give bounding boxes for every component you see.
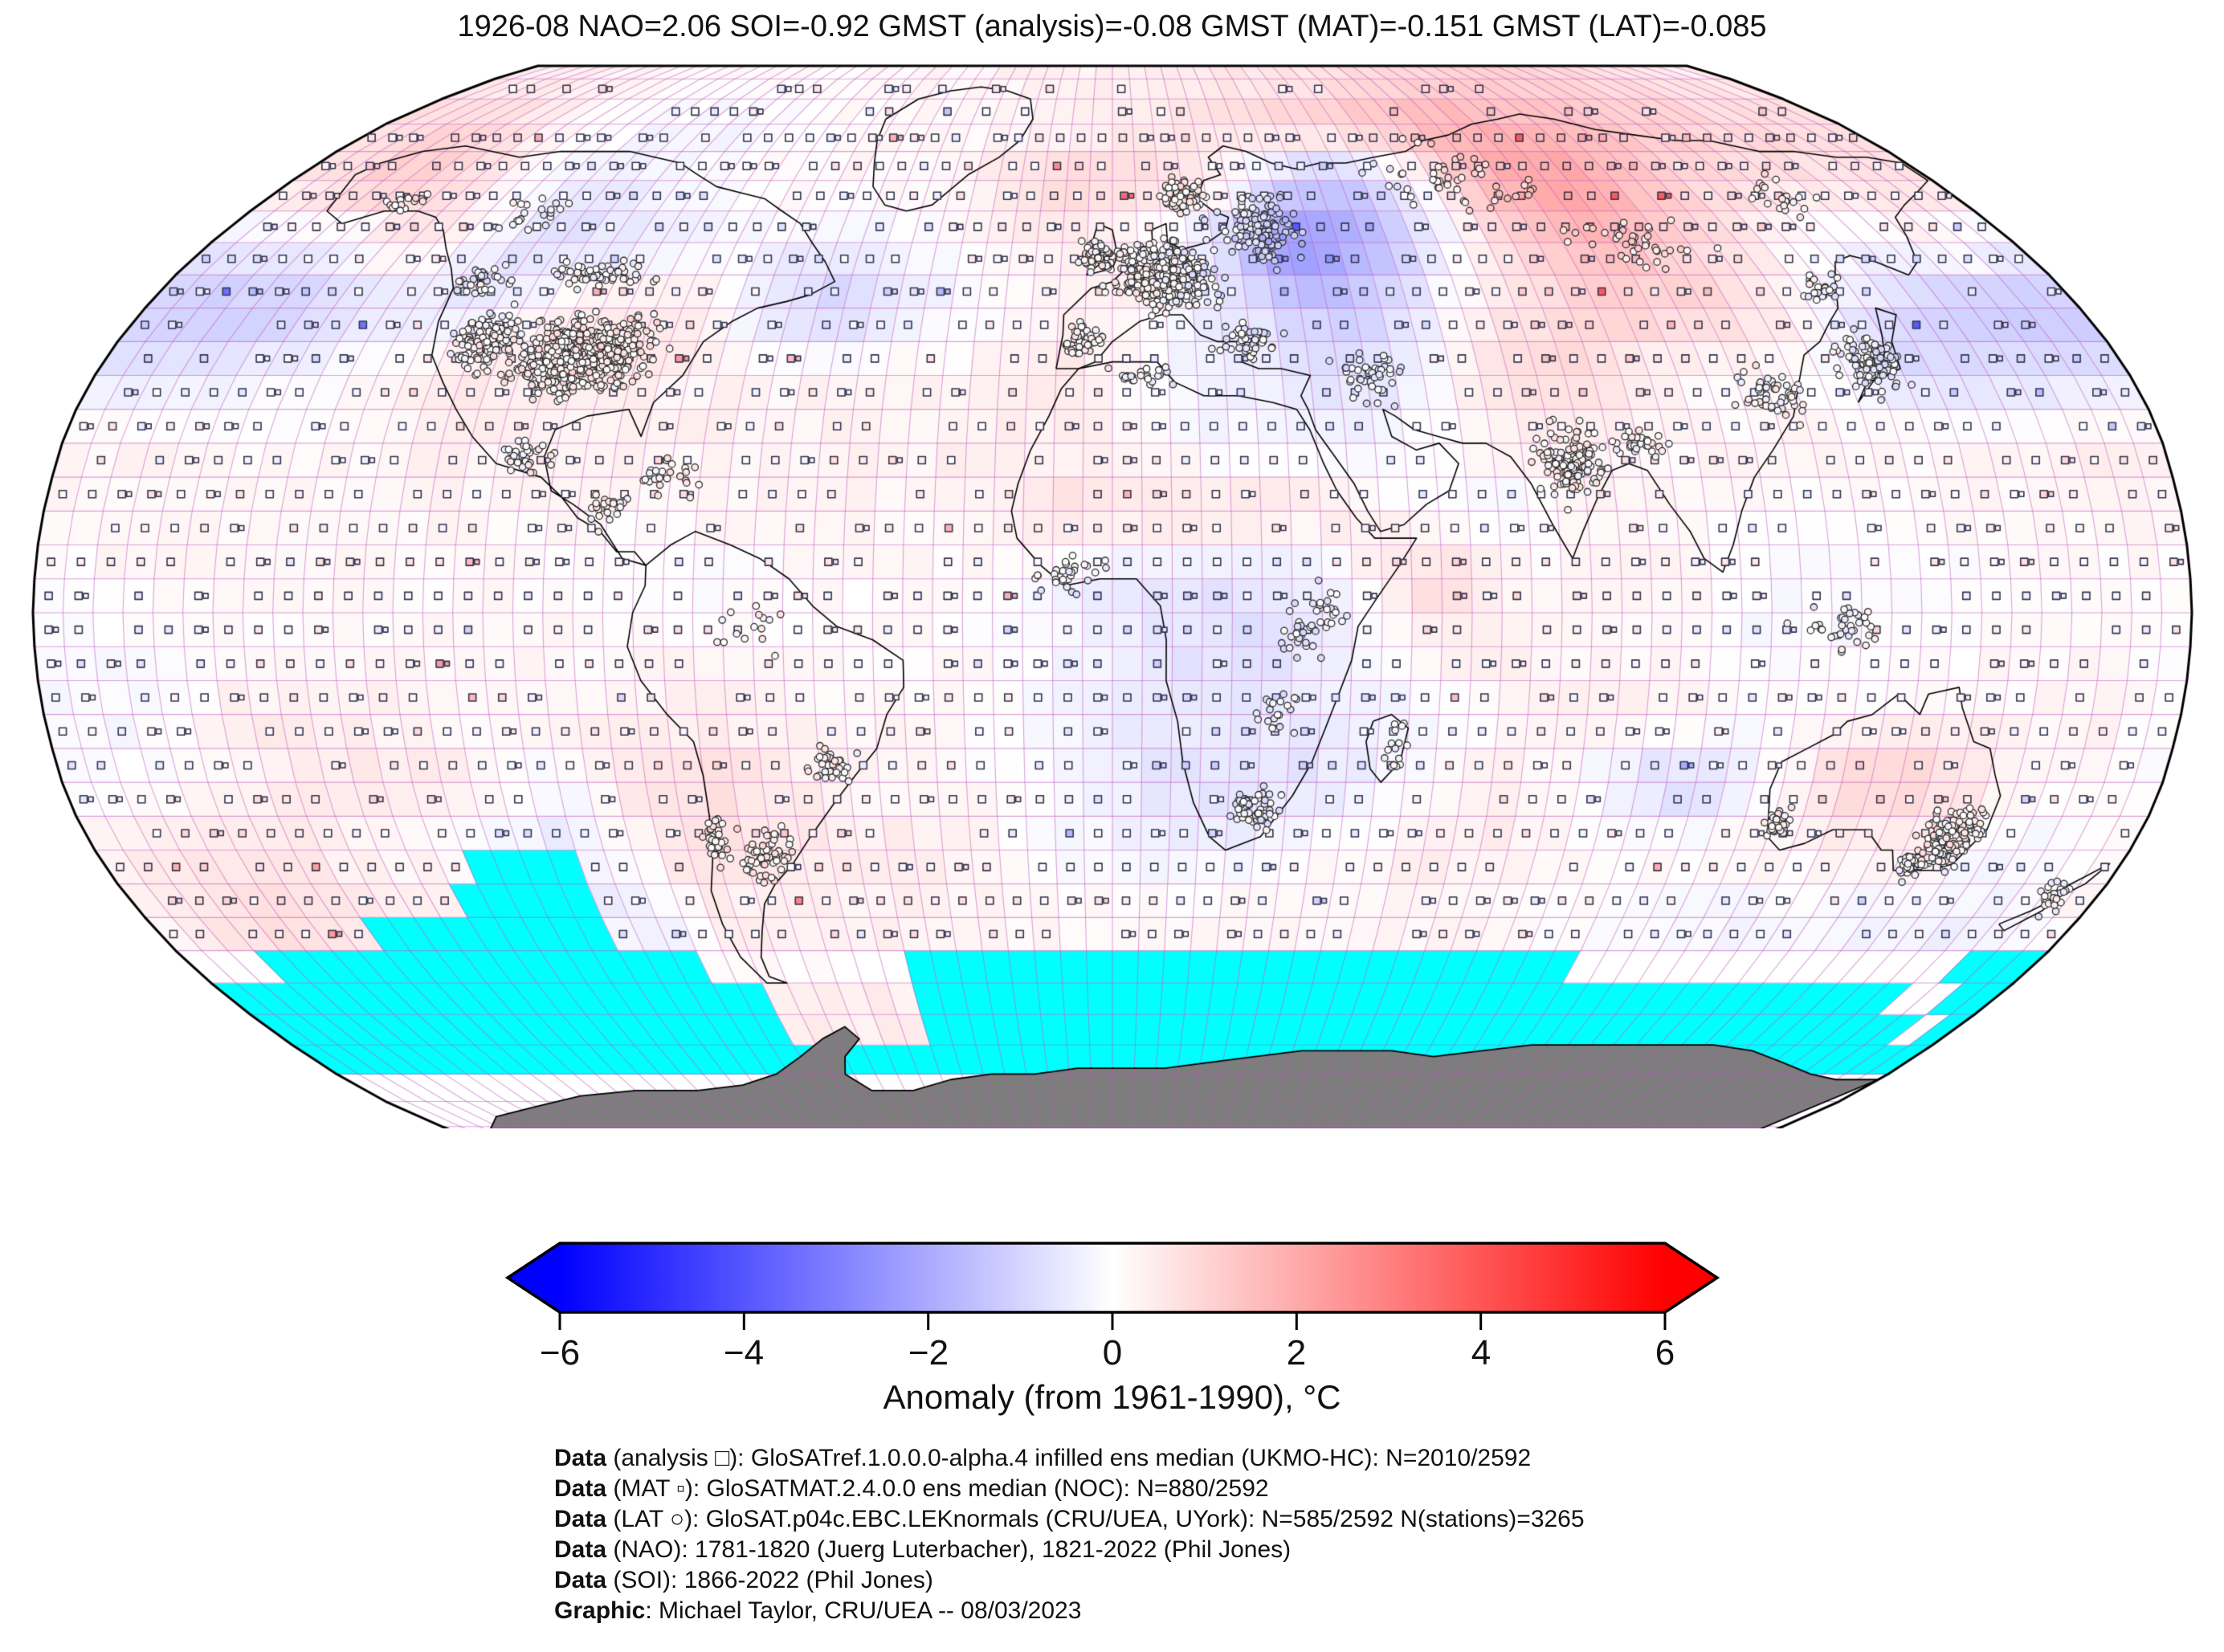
credit-line: Data (SOI): 1866-2022 (Phil Jones) (554, 1565, 1585, 1596)
credit-line: Data (LAT ○): GloSAT.p04c.EBC.LEKnormals… (554, 1504, 1585, 1535)
colorbar-tick-label: 0 (1102, 1333, 1123, 1373)
credit-prefix: Graphic (554, 1597, 646, 1624)
colorbar-ticks (558, 1312, 1667, 1330)
page-title: 1926-08 NAO=2.06 SOI=-0.92 GMST (analysi… (457, 10, 1767, 43)
credit-prefix: Data (554, 1445, 607, 1471)
credit-prefix: Data (554, 1536, 607, 1563)
credit-prefix: Data (554, 1506, 607, 1532)
credit-prefix: Data (554, 1475, 607, 1502)
credit-prefix: Data (554, 1567, 607, 1593)
credit-text: : Michael Taylor, CRU/UEA -- 08/03/2023 (645, 1597, 1082, 1624)
colorbar-tick-label: −6 (539, 1333, 581, 1373)
credit-line: Data (analysis □): GloSATref.1.0.0.0-alp… (554, 1443, 1585, 1474)
colorbar-tick-label: 6 (1655, 1333, 1675, 1373)
colorbar-tick-label: 4 (1471, 1333, 1492, 1373)
credit-text: (NAO): 1781-1820 (Juerg Luterbacher), 18… (606, 1536, 1292, 1563)
credit-line: Data (MAT ▫): GloSATMAT.2.4.0.0 ens medi… (554, 1474, 1585, 1504)
map-canvas (0, 48, 2224, 1128)
colorbar-tick-label: 2 (1286, 1333, 1307, 1373)
colorbar-gradient-bar (504, 1242, 1720, 1314)
colorbar-axis-label: Anomaly (from 1961-1990), °C (883, 1378, 1341, 1416)
colorbar-tick-label: −2 (908, 1333, 949, 1373)
credit-line: Data (NAO): 1781-1820 (Juerg Luterbacher… (554, 1535, 1585, 1565)
credit-text: (analysis □): GloSATref.1.0.0.0-alpha.4 … (606, 1445, 1532, 1471)
credit-text: (SOI): 1866-2022 (Phil Jones) (606, 1567, 933, 1593)
credit-line: Graphic: Michael Taylor, CRU/UEA -- 08/0… (554, 1596, 1585, 1626)
credits-block: Data (analysis □): GloSATref.1.0.0.0-alp… (554, 1443, 1585, 1626)
colorbar-tick-label: −4 (723, 1333, 765, 1373)
credit-text: (LAT ○): GloSAT.p04c.EBC.LEKnormals (CRU… (606, 1506, 1585, 1532)
credit-text: (MAT ▫): GloSATMAT.2.4.0.0 ens median (N… (606, 1475, 1269, 1502)
colorbar (504, 1242, 1720, 1330)
